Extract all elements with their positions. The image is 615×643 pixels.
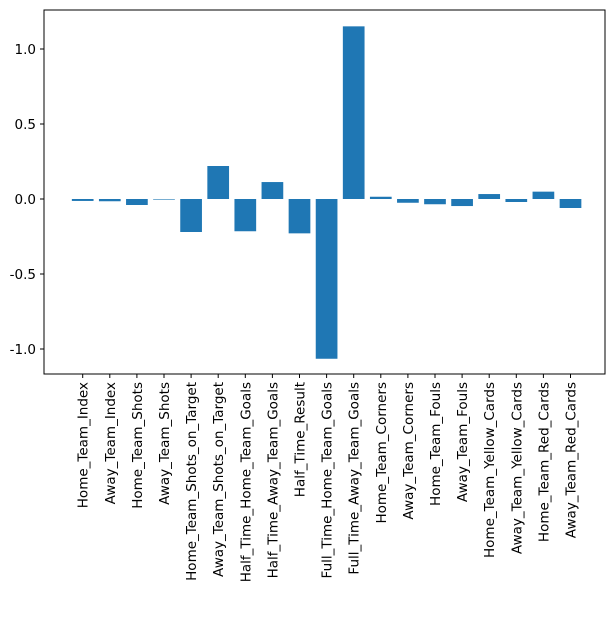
x-tick-label: Home_Team_Red_Cards bbox=[536, 382, 552, 542]
y-tick-label: 0.5 bbox=[15, 117, 36, 133]
x-tick-label: Home_Team_Yellow_Cards bbox=[482, 382, 498, 558]
x-tick-label: Away_Team_Yellow_Cards bbox=[509, 382, 525, 554]
bar-away-team-red-cards bbox=[559, 199, 582, 208]
x-tick-label: Away_Team_Fouls bbox=[455, 382, 471, 502]
x-tick-label: Away_Team_Shots_on_Target bbox=[211, 382, 227, 577]
y-tick-label: 1.0 bbox=[15, 42, 36, 58]
bars-group bbox=[71, 26, 582, 359]
x-tick-label: Away_Team_Red_Cards bbox=[564, 382, 580, 538]
bar-full-time-away-team-goals bbox=[342, 26, 365, 199]
y-tick-label: 0.0 bbox=[15, 192, 36, 208]
plot-frame bbox=[43, 9, 606, 375]
x-tick-label: Away_Team_Corners bbox=[401, 382, 417, 520]
bar-away-team-yellow-cards bbox=[505, 199, 528, 202]
bar-home-team-red-cards bbox=[532, 191, 555, 199]
bar-full-time-home-team-goals bbox=[315, 199, 338, 359]
x-tick-label: Half_Time_Away_Team_Goals bbox=[265, 382, 281, 578]
bar-half-time-away-team-goals bbox=[261, 182, 284, 199]
bar-away-team-corners bbox=[397, 199, 419, 203]
bar-home-team-index bbox=[71, 199, 94, 201]
y-axis: -1.0 -0.5 0.0 0.5 1.0 bbox=[10, 42, 44, 358]
bar-away-team-shots-on-target bbox=[207, 166, 230, 199]
x-tick-label: Home_Team_Corners bbox=[374, 382, 390, 524]
bar-half-time-result bbox=[288, 199, 311, 234]
bar-home-team-yellow-cards bbox=[478, 194, 501, 199]
x-tick-label: Half_Time_Result bbox=[293, 382, 309, 497]
bar-away-team-index bbox=[98, 199, 121, 202]
y-tick-label: -1.0 bbox=[10, 342, 36, 358]
bar-home-team-corners bbox=[369, 196, 392, 199]
bar-away-team-fouls bbox=[451, 199, 473, 207]
bar-home-team-fouls bbox=[424, 199, 446, 205]
x-tick-label: Half_Time_Home_Team_Goals bbox=[238, 382, 254, 582]
x-tick-label: Home_Team_Fouls bbox=[428, 382, 444, 506]
bar-half-time-home-team-goals bbox=[234, 199, 257, 232]
x-tick-label: Full_Time_Away_Team_Goals bbox=[347, 382, 363, 575]
x-tick-label: Home_Team_Shots_on_Target bbox=[184, 382, 200, 581]
bar-away-team-shots bbox=[153, 199, 175, 200]
x-tick-label: Home_Team_Shots bbox=[130, 382, 146, 509]
bar-home-team-shots bbox=[126, 199, 148, 205]
x-tick-label: Home_Team_Index bbox=[76, 382, 92, 508]
x-tick-label: Full_Time_Home_Team_Goals bbox=[320, 382, 336, 578]
y-tick-label: -0.5 bbox=[10, 267, 36, 283]
x-tick-label: Away_Team_Index bbox=[103, 382, 119, 504]
x-tick-label: Away_Team_Shots bbox=[157, 382, 173, 505]
x-axis: Home_Team_Index Away_Team_Index Home_Team_… bbox=[76, 374, 580, 582]
bar-home-team-shots-on-target bbox=[180, 199, 202, 232]
